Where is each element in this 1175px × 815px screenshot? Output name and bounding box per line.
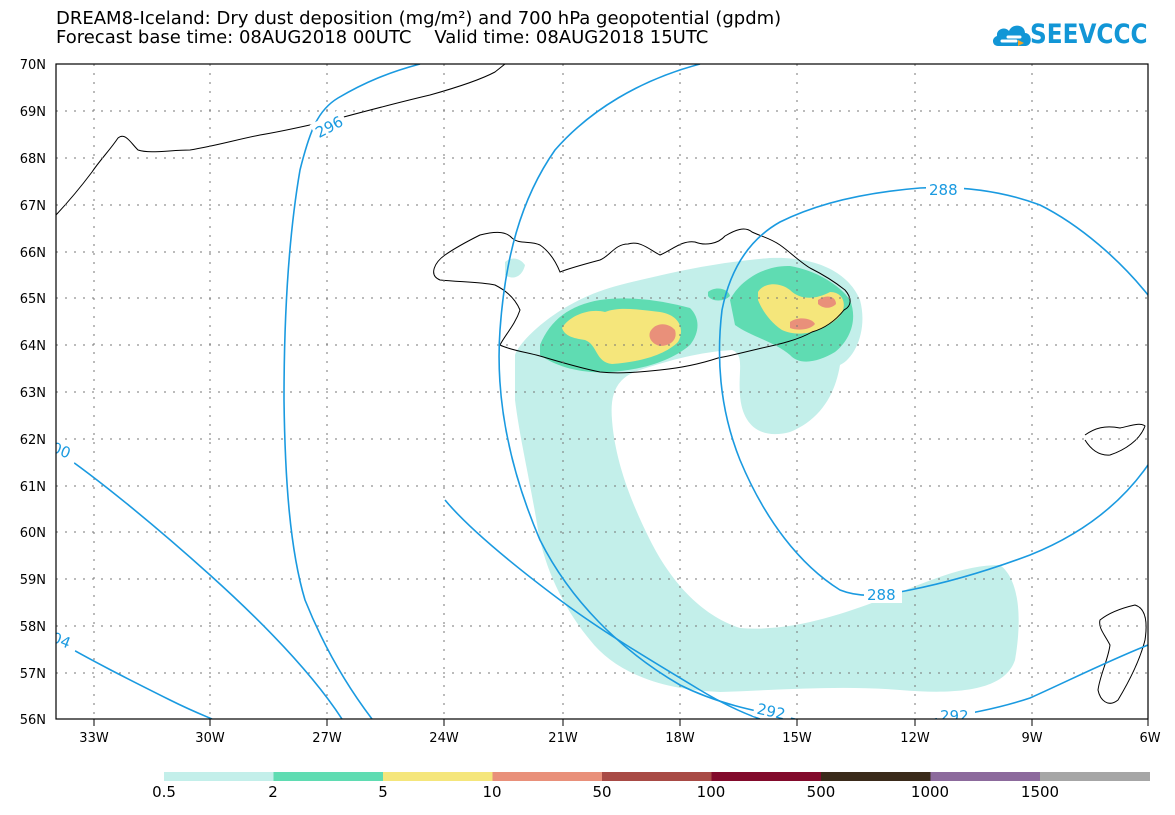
contour-288-outer xyxy=(718,186,1148,597)
lon-label: 24W xyxy=(429,731,459,746)
legend-label: 500 xyxy=(807,783,836,801)
scotland-coast xyxy=(1097,604,1147,704)
longitude-ticks xyxy=(93,719,1149,726)
lat-label: 61N xyxy=(20,480,46,495)
legend-label: 1000 xyxy=(911,783,949,801)
dust-level-10-south xyxy=(649,324,676,346)
iceland-coast xyxy=(433,228,851,374)
map-frame xyxy=(55,63,1149,720)
lat-label: 63N xyxy=(20,386,46,401)
contour-288-inner xyxy=(498,64,796,719)
legend-label: 50 xyxy=(592,783,611,801)
lon-label: 15W xyxy=(782,731,812,746)
contour-292-south xyxy=(444,499,761,719)
legend-swatch xyxy=(164,772,274,781)
lat-label: 62N xyxy=(20,433,46,448)
lat-label: 60N xyxy=(20,526,46,541)
legend-label: 0.5 xyxy=(152,783,176,801)
legend-labels: 0.5 2 5 10 50 100 500 1000 1500 xyxy=(152,783,1059,801)
contour-label-288-bottom: 288 xyxy=(867,586,896,604)
legend-label: 2 xyxy=(268,783,278,801)
legend-label: 1500 xyxy=(1021,783,1059,801)
lon-label: 18W xyxy=(665,731,695,746)
dust-level-5-south xyxy=(562,308,681,364)
dust-level-5-east xyxy=(758,284,844,334)
contour-300 xyxy=(56,449,343,719)
legend-swatch xyxy=(273,772,384,781)
legend-label: 10 xyxy=(482,783,501,801)
lon-label: 27W xyxy=(312,731,342,746)
lon-label: 9W xyxy=(1021,731,1042,746)
cloud-icon xyxy=(992,25,1031,46)
contour-304 xyxy=(56,639,213,719)
color-legend xyxy=(164,772,1150,781)
lat-label: 65N xyxy=(20,292,46,307)
lat-label: 66N xyxy=(20,246,46,261)
contour-296 xyxy=(283,64,421,719)
legend-swatch xyxy=(492,772,603,781)
legend-swatch xyxy=(383,772,493,781)
graticule xyxy=(56,64,1148,719)
longitude-axis: 33W 30W 27W 24W 21W 18W 15W 12W 9W 6W xyxy=(79,731,1160,746)
contour-label-288-top: 288 xyxy=(929,181,958,199)
legend-swatch xyxy=(821,772,931,781)
dust-level-10-east2 xyxy=(818,296,836,308)
lat-label: 58N xyxy=(20,620,46,635)
legend-swatch xyxy=(711,772,822,781)
lon-label: 21W xyxy=(548,731,578,746)
lat-label: 69N xyxy=(20,105,46,120)
lat-label: 64N xyxy=(20,339,46,354)
lat-label: 59N xyxy=(20,573,46,588)
lat-label: 68N xyxy=(20,152,46,167)
lon-label: 12W xyxy=(900,731,930,746)
dust-level-10-east xyxy=(790,318,815,330)
map-title-line2: Forecast base time: 08AUG2018 00UTC Vali… xyxy=(56,27,709,48)
lat-label: 70N xyxy=(20,58,46,73)
logo-text: SEEVCCC xyxy=(1030,19,1148,50)
lat-label: 56N xyxy=(20,713,46,728)
legend-label: 100 xyxy=(697,783,726,801)
legend-swatch xyxy=(1040,772,1150,781)
seevccc-logo: SEEVCCC xyxy=(990,16,1150,58)
legend-swatch xyxy=(930,772,1041,781)
lon-label: 33W xyxy=(79,731,109,746)
contour-label-292-east: 292 xyxy=(940,707,969,725)
legend-label: 5 xyxy=(378,783,388,801)
dust-level-0-5-west xyxy=(505,258,525,278)
map-title-line1: DREAM8-Iceland: Dry dust deposition (mg/… xyxy=(56,8,782,29)
dust-deposition-field xyxy=(505,257,1019,692)
latitude-axis: 70N 69N 68N 67N 66N 65N 64N 63N 62N 61N … xyxy=(20,58,46,728)
lon-label: 6W xyxy=(1139,731,1160,746)
lat-label: 57N xyxy=(20,667,46,682)
contour-label-292: 292 xyxy=(755,700,787,724)
faroe-norway-coast-1 xyxy=(1084,423,1146,456)
legend-swatch xyxy=(602,772,712,781)
lat-label: 67N xyxy=(20,199,46,214)
lon-label: 30W xyxy=(195,731,225,746)
